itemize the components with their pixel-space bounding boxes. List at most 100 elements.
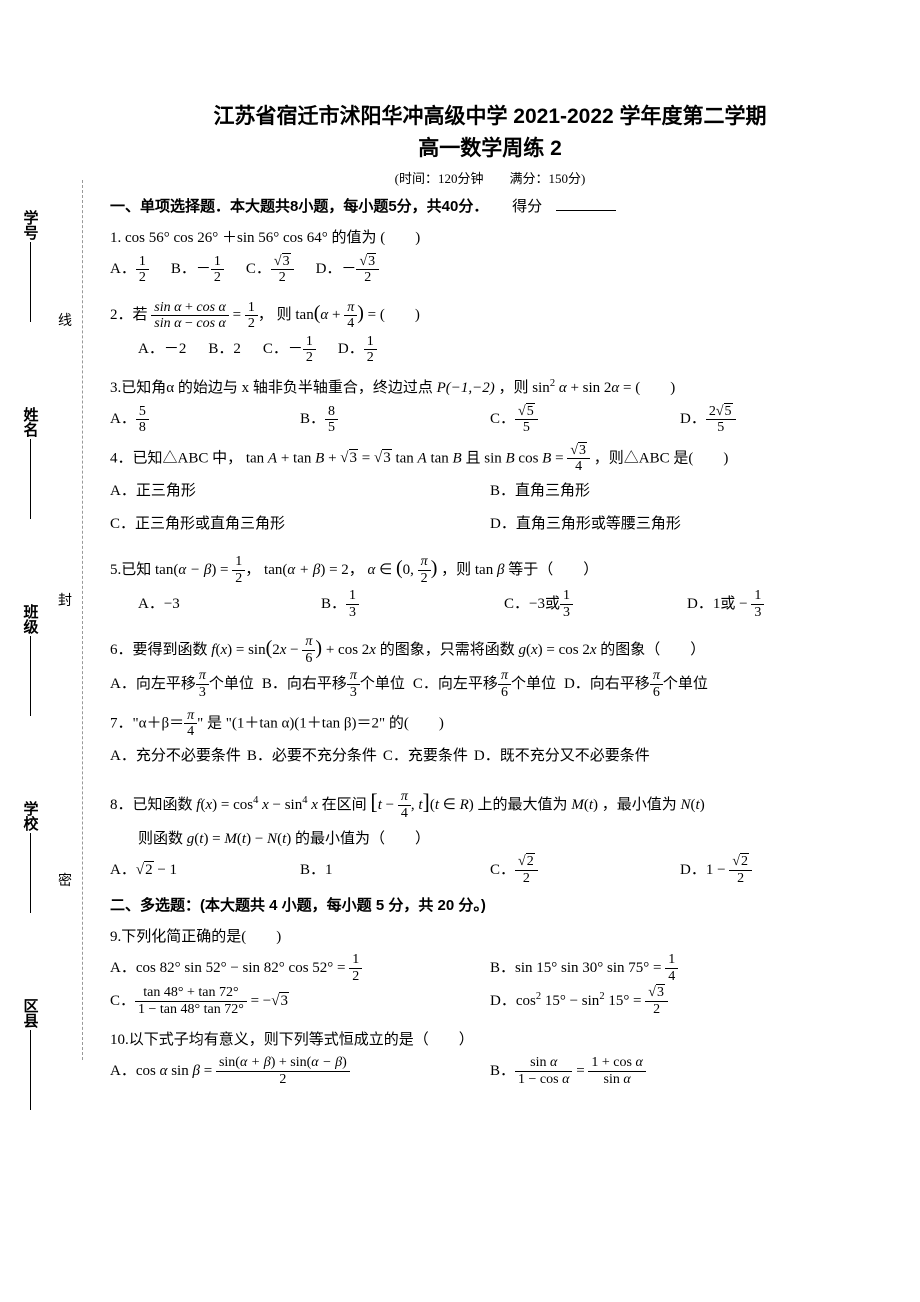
blank-line [30,636,31,716]
q1-text: 1. cos 56° cos 26° ＋sin 56° cos 64° 的值为 … [110,223,870,253]
q1-optA: A．12 [110,253,149,286]
q3-optA: A．58 [110,403,300,436]
q7-optB: B．必要不充分条件 [247,740,377,773]
blank-line [30,439,31,519]
label-text: 姓名 [20,407,41,437]
q6-options: A．向左平移π3个单位 B．向右平移π3个单位 C．向左平移π6个单位 D．向右… [110,668,870,701]
q8-line2: 则函数 g(t) = M(t) − N(t) 的最小值为（ ） [110,824,870,854]
q5-optA: A．−3 [138,588,321,621]
binding-side-column: 学号 姓名 班级 学校 区县 线 封 密 [0,0,100,1302]
q6-optA: A．向左平移π3个单位 [110,668,254,701]
q4-optC: C．正三角形或直角三角形 [110,508,490,541]
q5-options: A．−3 B．13 C．−3或13 D．1或 − 13 [110,588,870,621]
q8-optD: D．1 − 22 [680,854,870,887]
q7-options: A．充分不必要条件 B．必要不充分条件 C．充要条件 D．既不充分又不必要条件 [110,740,870,773]
q2-optB: B．2 [208,333,241,366]
question-9: 9.下列化简正确的是( ) A．cos 82° sin 52° − sin 82… [110,922,870,1018]
label-text: 班级 [20,604,41,634]
q1-options: A．12 B．－12 C．32 D．－32 [110,253,870,286]
seal-marker-seal: 封 [58,590,72,610]
q2-optD: D．12 [338,333,377,366]
score-blank [556,210,616,211]
section-2-header: 二、多选题：(本大题共 4 小题，每小题 5 分，共 20 分。) [110,897,486,914]
q7-text: 7．"α＋β＝π4" 是 "(1＋tan α)(1＋tan β)＝2" 的( ) [110,708,870,740]
q4-optA: A．正三角形 [110,475,490,508]
label-text: 学校 [20,801,41,831]
dotted-seal-line [82,180,83,1060]
question-5: 5.已知 tan(α − β) = 12， tan(α + β) = 2， α … [110,548,870,621]
label-text: 学号 [20,210,41,240]
main-content: 江苏省宿迁市沭阳华冲高级中学 2021-2022 学年度第二学期 高一数学周练 … [100,0,920,1302]
q2-optC: C．－12 [263,333,316,366]
q5-text: 5.已知 tan(α − β) = 12， tan(α + β) = 2， α … [110,548,870,588]
q7-optA: A．充分不必要条件 [110,740,241,773]
q9-optC: C．tan 48° + tan 72°1 − tan 48° tan 72° =… [110,985,490,1018]
q6-optC: C．向左平移π6个单位 [413,668,556,701]
q7-optD: D．既不充分又不必要条件 [474,740,650,773]
question-10: 10.以下式子均有意义，则下列等式恒成立的是（ ） A．cos α sin β … [110,1025,870,1088]
seal-marker-line: 线 [58,310,72,330]
exam-info: (时间：120分钟 满分：150分) [110,168,870,187]
q4-options: A．正三角形 B．直角三角形 C．正三角形或直角三角形 D．直角三角形或等腰三角… [110,475,870,541]
q4-text: 4．已知△ABC 中， tan A + tan B + 3 = 3 tan A … [110,443,870,475]
question-8: 8．已知函数 f(x) = cos4 x − sin4 x 在区间 [t − π… [110,780,870,887]
q10-optB: B．sin α1 − cos α = 1 + cos αsin α [490,1055,870,1088]
seal-markers: 线 封 密 [55,180,75,1020]
q9-options-row2: C．tan 48° + tan 72°1 − tan 48° tan 72° =… [110,985,870,1018]
side-label-class: 班级 [10,604,50,716]
q9-text: 9.下列化简正确的是( ) [110,922,870,952]
side-label-student-id: 学号 [10,210,50,322]
q8-optB: B．1 [300,854,490,887]
q8-options: A．2 − 1 B．1 C．22 D．1 − 22 [110,854,870,887]
q10-text: 10.以下式子均有意义，则下列等式恒成立的是（ ） [110,1025,870,1055]
question-1: 1. cos 56° cos 26° ＋sin 56° cos 64° 的值为 … [110,223,870,286]
blank-line [30,242,31,322]
q10-options: A．cos α sin β = sin(α + β) + sin(α − β)2… [110,1055,870,1088]
q3-optD: D．255 [680,403,870,436]
q2-options: A．－2 B．2 C．－12 D．12 [110,333,870,366]
exam-title-main: 江苏省宿迁市沭阳华冲高级中学 2021-2022 学年度第二学期 [110,100,870,130]
section-1-header-row: 一、单项选择题．本大题共8小题，每小题5分，共40分． 得分 [110,195,870,216]
side-labels-group: 学号 姓名 班级 学校 区县 [10,210,50,1110]
q1-optC: C．32 [246,253,294,286]
page-container: 学号 姓名 班级 学校 区县 线 封 密 [0,0,920,1302]
blank-line [30,1030,31,1110]
seal-marker-secret: 密 [58,870,72,890]
label-text: 区县 [20,998,41,1028]
q3-expr: sin2 α + sin 2α [532,380,619,396]
q3-options: A．58 B．85 C．55 D．255 [110,403,870,436]
q1-optD: D．－32 [316,253,380,286]
q9-optD: D．cos2 15° − sin2 15° = 32 [490,985,870,1018]
question-3: 3.已知角α 的始边与 x 轴非负半轴重合，终边过点 P(−1,−2) ，则 s… [110,373,870,436]
q8-text: 8．已知函数 f(x) = cos4 x − sin4 x 在区间 [t − π… [110,780,870,824]
q4-optD: D．直角三角形或等腰三角形 [490,508,870,541]
question-7: 7．"α＋β＝π4" 是 "(1＋tan α)(1＋tan β)＝2" 的( )… [110,708,870,773]
q8-optA: A．2 − 1 [110,854,300,887]
side-label-name: 姓名 [10,407,50,519]
q2-text: 2．若 sin α + cos αsin α − cos α = 12， 则 t… [110,293,870,333]
q5-optB: B．13 [321,588,504,621]
q10-optA: A．cos α sin β = sin(α + β) + sin(α − β)2 [110,1055,490,1088]
side-label-district: 区县 [10,998,50,1110]
question-2: 2．若 sin α + cos αsin α − cos α = 12， 则 t… [110,293,870,366]
q8-optC: C．22 [490,854,680,887]
q1-optB: B．－12 [171,253,224,286]
q6-optD: D．向右平移π6个单位 [564,668,708,701]
q3-optB: B．85 [300,403,490,436]
q6-optB: B．向右平移π3个单位 [262,668,405,701]
q5-optD: D．1或 − 13 [687,588,870,621]
q4-optB: B．直角三角形 [490,475,870,508]
side-label-school: 学校 [10,801,50,913]
q9-optA: A．cos 82° sin 52° − sin 82° cos 52° = 12 [110,952,490,985]
q9-optB: B．sin 15° sin 30° sin 75° = 14 [490,952,870,985]
blank-line [30,833,31,913]
q2-optA: A．－2 [138,333,186,366]
exam-title-sub: 高一数学周练 2 [110,132,870,162]
q3-text: 3.已知角α 的始边与 x 轴非负半轴重合，终边过点 P(−1,−2) ，则 s… [110,373,870,403]
question-4: 4．已知△ABC 中， tan A + tan B + 3 = 3 tan A … [110,443,870,541]
question-6: 6．要得到函数 f(x) = sin(2x − π6) + cos 2x 的图象… [110,628,870,701]
q9-options-row1: A．cos 82° sin 52° − sin 82° cos 52° = 12… [110,952,870,985]
section-1-header: 一、单项选择题．本大题共8小题，每小题5分，共40分． [110,198,488,215]
q3-optC: C．55 [490,403,680,436]
q6-text: 6．要得到函数 f(x) = sin(2x − π6) + cos 2x 的图象… [110,628,870,668]
